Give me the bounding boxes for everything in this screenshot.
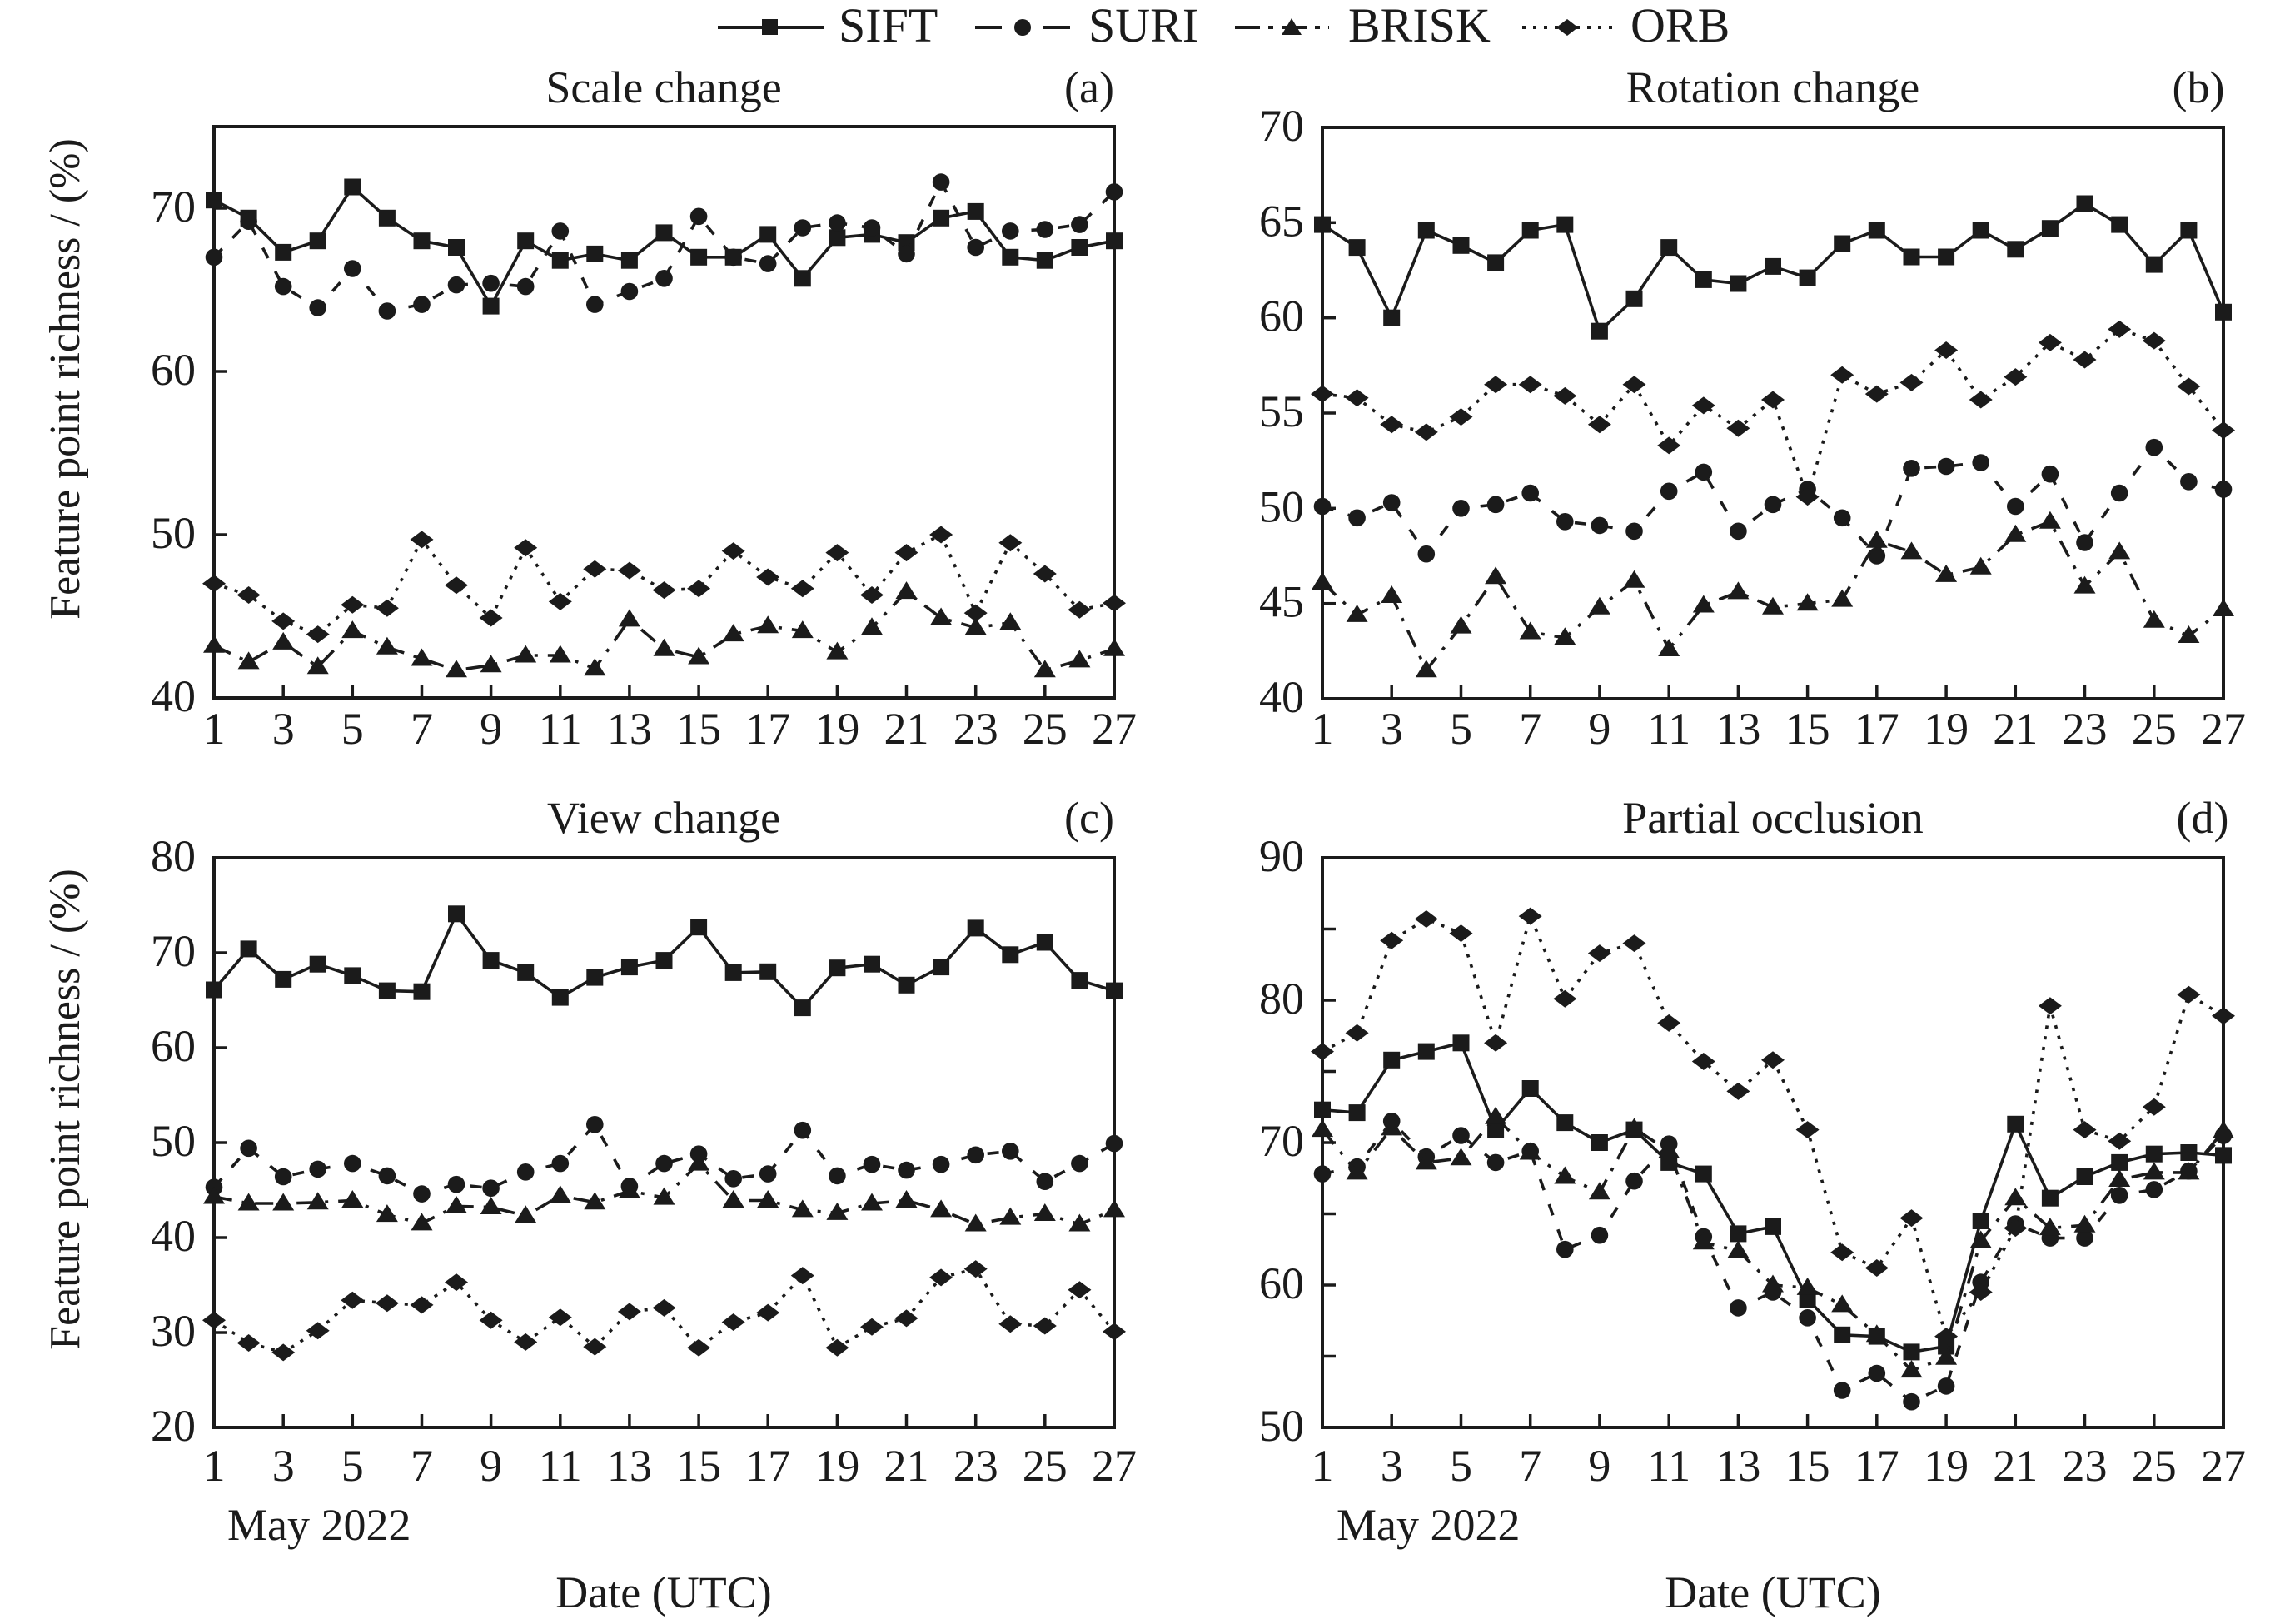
svg-text:17: 17: [1854, 1441, 1899, 1491]
svg-text:3: 3: [1381, 1441, 1403, 1491]
svg-text:(b): (b): [2173, 62, 2225, 112]
svg-text:Scale change: Scale change: [545, 62, 781, 112]
svg-text:60: 60: [151, 1021, 196, 1071]
svg-text:60: 60: [1259, 291, 1304, 341]
svg-text:SURI: SURI: [1088, 0, 1198, 52]
svg-text:View change: View change: [547, 793, 780, 843]
svg-text:30: 30: [151, 1306, 196, 1356]
svg-text:25: 25: [2132, 704, 2177, 754]
svg-text:May 2022: May 2022: [227, 1500, 411, 1550]
svg-text:1: 1: [203, 704, 226, 754]
svg-text:Rotation change: Rotation change: [1626, 62, 1919, 112]
svg-text:3: 3: [272, 1441, 295, 1491]
svg-text:27: 27: [2201, 1441, 2246, 1491]
svg-text:7: 7: [411, 704, 433, 754]
svg-text:23: 23: [953, 1441, 998, 1491]
svg-text:Date (UTC): Date (UTC): [555, 1567, 771, 1617]
svg-text:21: 21: [1993, 1441, 2038, 1491]
svg-text:15: 15: [676, 704, 721, 754]
svg-text:65: 65: [1259, 196, 1304, 246]
svg-text:23: 23: [2063, 1441, 2108, 1491]
svg-text:17: 17: [745, 1441, 790, 1491]
svg-text:45: 45: [1259, 577, 1304, 627]
svg-text:(d): (d): [2177, 793, 2229, 843]
svg-text:5: 5: [341, 704, 364, 754]
svg-text:70: 70: [151, 926, 196, 976]
svg-text:70: 70: [151, 182, 196, 232]
svg-text:(a): (a): [1064, 62, 1114, 112]
svg-text:5: 5: [341, 1441, 364, 1491]
svg-text:40: 40: [1259, 672, 1304, 722]
svg-text:50: 50: [151, 1116, 196, 1166]
svg-text:13: 13: [1715, 704, 1760, 754]
svg-text:9: 9: [1588, 704, 1610, 754]
svg-text:Feature point richness / (%): Feature point richness / (%): [42, 138, 89, 620]
svg-text:90: 90: [1259, 831, 1304, 881]
svg-text:7: 7: [1519, 704, 1541, 754]
svg-text:23: 23: [953, 704, 998, 754]
svg-text:1: 1: [1312, 1441, 1334, 1491]
svg-text:15: 15: [1785, 1441, 1830, 1491]
svg-text:25: 25: [1023, 704, 1068, 754]
svg-text:50: 50: [1259, 1401, 1304, 1451]
svg-text:Feature point richness / (%): Feature point richness / (%): [42, 869, 89, 1350]
svg-text:27: 27: [1092, 704, 1137, 754]
svg-text:17: 17: [1854, 704, 1899, 754]
svg-text:27: 27: [1092, 1441, 1137, 1491]
svg-text:21: 21: [884, 704, 929, 754]
svg-text:11: 11: [1647, 1441, 1690, 1491]
svg-text:60: 60: [1259, 1258, 1304, 1308]
svg-text:21: 21: [884, 1441, 929, 1491]
svg-text:5: 5: [1450, 704, 1472, 754]
svg-text:50: 50: [151, 508, 196, 558]
svg-text:50: 50: [1259, 481, 1304, 531]
svg-text:17: 17: [745, 704, 790, 754]
svg-text:40: 40: [151, 1211, 196, 1261]
svg-text:SIFT: SIFT: [839, 0, 938, 52]
svg-text:19: 19: [814, 1441, 859, 1491]
svg-text:Partial occlusion: Partial occlusion: [1622, 793, 1923, 843]
svg-text:80: 80: [151, 831, 196, 881]
svg-text:40: 40: [151, 671, 196, 721]
svg-text:3: 3: [272, 704, 295, 754]
svg-text:9: 9: [480, 704, 502, 754]
svg-text:20: 20: [151, 1401, 196, 1451]
svg-text:7: 7: [1519, 1441, 1541, 1491]
svg-text:21: 21: [1993, 704, 2038, 754]
svg-text:1: 1: [203, 1441, 226, 1491]
svg-text:13: 13: [607, 704, 652, 754]
svg-text:25: 25: [1023, 1441, 1068, 1491]
svg-text:May 2022: May 2022: [1337, 1500, 1520, 1550]
svg-text:5: 5: [1450, 1441, 1472, 1491]
svg-text:60: 60: [151, 345, 196, 395]
svg-text:27: 27: [2201, 704, 2246, 754]
svg-text:3: 3: [1381, 704, 1403, 754]
svg-text:9: 9: [1588, 1441, 1610, 1491]
svg-text:25: 25: [2132, 1441, 2177, 1491]
svg-text:11: 11: [539, 1441, 582, 1491]
svg-text:23: 23: [2063, 704, 2108, 754]
svg-text:80: 80: [1259, 974, 1304, 1024]
svg-text:19: 19: [814, 704, 859, 754]
svg-text:13: 13: [607, 1441, 652, 1491]
svg-text:9: 9: [480, 1441, 502, 1491]
svg-text:15: 15: [676, 1441, 721, 1491]
svg-text:55: 55: [1259, 386, 1304, 436]
svg-text:ORB: ORB: [1630, 0, 1730, 52]
svg-text:(c): (c): [1064, 793, 1114, 843]
svg-text:11: 11: [539, 704, 582, 754]
svg-text:70: 70: [1259, 1116, 1304, 1166]
svg-text:13: 13: [1715, 1441, 1760, 1491]
svg-text:19: 19: [1924, 704, 1969, 754]
svg-text:70: 70: [1259, 101, 1304, 151]
svg-text:11: 11: [1647, 704, 1690, 754]
svg-text:7: 7: [411, 1441, 433, 1491]
svg-text:15: 15: [1785, 704, 1830, 754]
svg-text:BRISK: BRISK: [1348, 0, 1491, 52]
svg-text:Date (UTC): Date (UTC): [1665, 1567, 1880, 1617]
svg-text:1: 1: [1312, 704, 1334, 754]
svg-text:19: 19: [1924, 1441, 1969, 1491]
